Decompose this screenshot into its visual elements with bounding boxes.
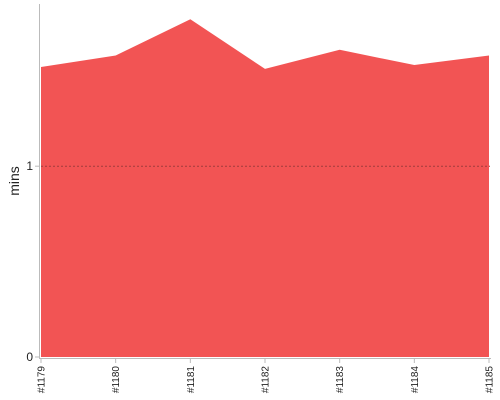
y-axis-title: mins [6, 166, 22, 196]
x-tick-label: #1180 [111, 366, 122, 394]
x-tick-label: #1179 [37, 366, 48, 394]
y-tick-layer: 01 [26, 159, 39, 364]
x-tick-label: #1182 [261, 366, 272, 394]
x-tick-label: #1181 [186, 366, 197, 394]
area-series [41, 19, 489, 357]
area-layer [41, 19, 489, 357]
y-tick-label: 0 [26, 350, 33, 364]
x-tick-label: #1185 [485, 366, 496, 394]
x-tick-label: #1184 [410, 366, 421, 394]
x-tick-layer: #1179 #1180 #1181 #1182 #1183 #1184 #1185 [37, 358, 496, 393]
y-tick-label: 1 [26, 159, 33, 173]
x-tick-label: #1183 [335, 366, 346, 394]
